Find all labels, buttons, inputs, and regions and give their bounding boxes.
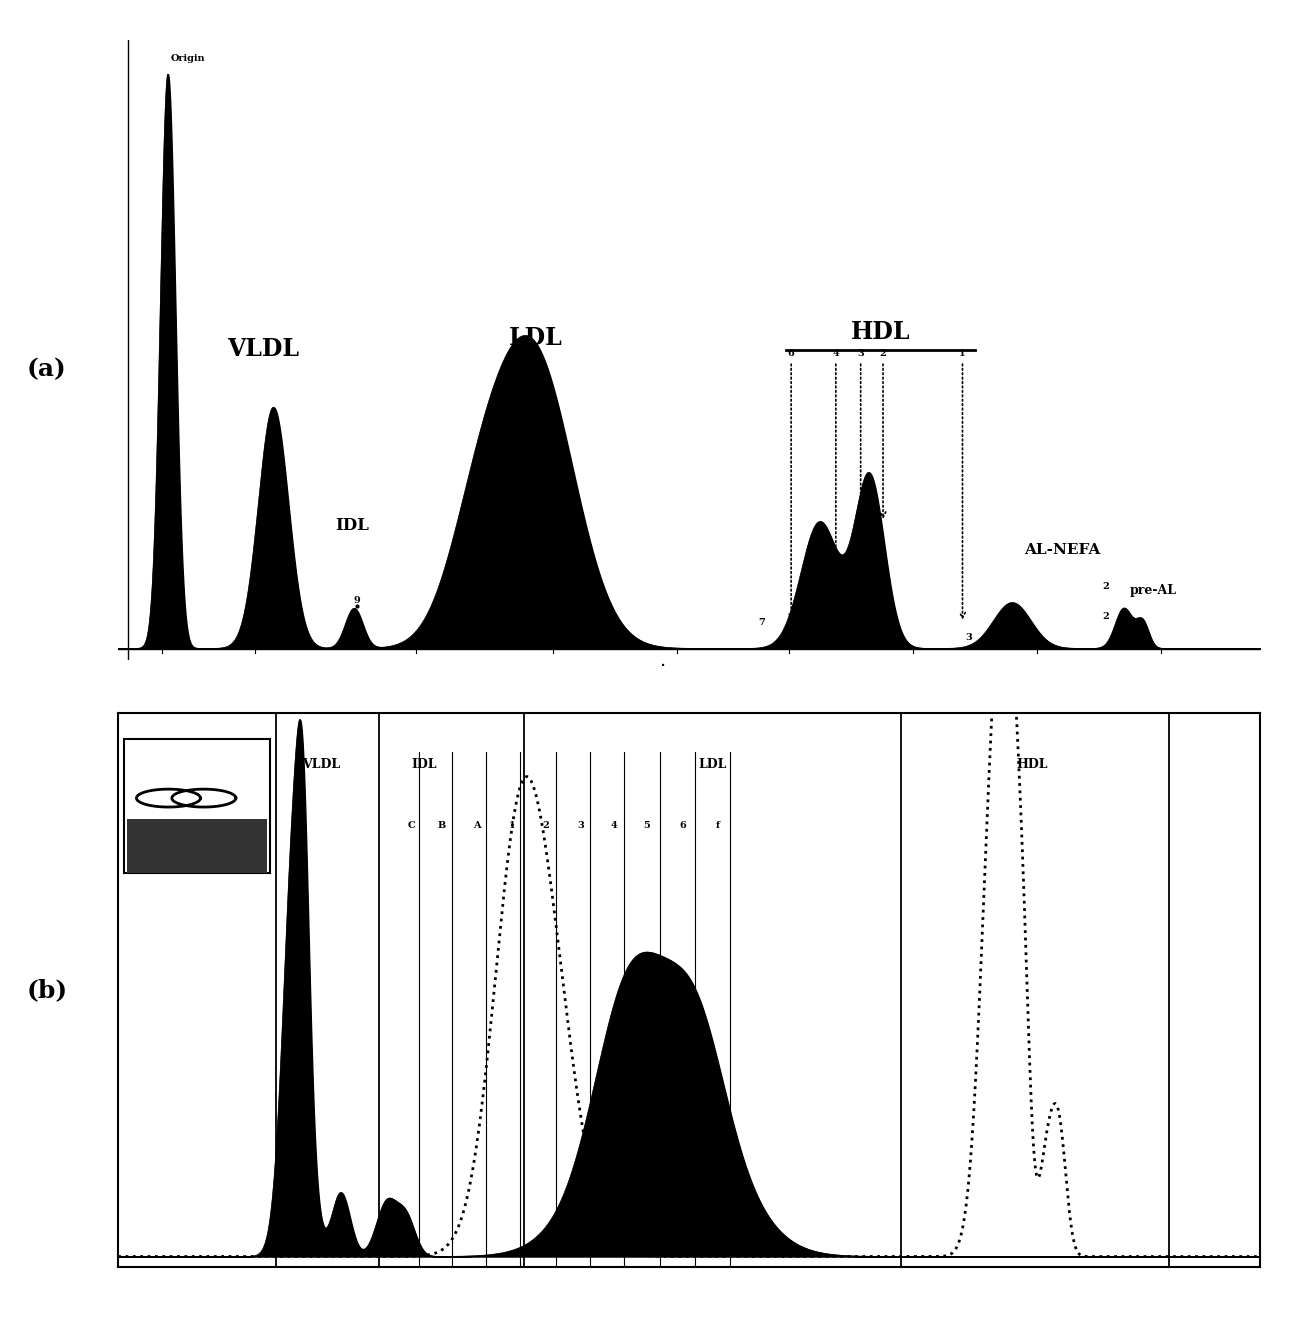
Text: 2: 2 [542, 821, 549, 830]
Text: 11: 11 [151, 632, 164, 642]
Text: 7: 7 [758, 618, 764, 627]
Text: f: f [716, 821, 720, 830]
Text: 6: 6 [679, 821, 685, 830]
Text: (b): (b) [26, 978, 67, 1002]
Text: (a): (a) [26, 358, 66, 381]
Text: 2: 2 [1102, 612, 1108, 620]
Text: VLDL: VLDL [302, 759, 340, 771]
Text: Origin: Origin [171, 54, 205, 62]
Text: LDL: LDL [509, 326, 563, 350]
Text: 3: 3 [965, 632, 972, 642]
Text: A: A [473, 821, 481, 830]
Text: 6: 6 [788, 350, 794, 359]
Text: HDL: HDL [1016, 759, 1048, 771]
Text: B: B [437, 821, 445, 830]
Text: 2: 2 [1102, 582, 1109, 591]
Text: 4: 4 [832, 350, 839, 359]
Text: 2: 2 [880, 350, 886, 359]
Text: 3: 3 [578, 821, 584, 830]
Bar [123, 739, 270, 873]
Text: C: C [408, 821, 416, 830]
Text: pre-AL: pre-AL [1130, 583, 1178, 597]
Text: IDL: IDL [335, 516, 369, 533]
Text: 1: 1 [509, 821, 516, 830]
Bar [127, 820, 267, 873]
Text: 3: 3 [857, 350, 864, 359]
Text: HDL: HDL [851, 319, 910, 345]
Text: ·: · [660, 657, 666, 676]
Text: 1: 1 [1145, 634, 1152, 643]
Text: VLDL: VLDL [227, 338, 299, 362]
Text: 5: 5 [643, 821, 650, 830]
Text: AL-NEFA: AL-NEFA [1024, 543, 1100, 557]
Text: LDL: LDL [699, 759, 726, 771]
Text: 9: 9 [353, 597, 360, 606]
Text: 1: 1 [960, 350, 966, 359]
Text: IDL: IDL [411, 759, 437, 771]
Text: 4: 4 [611, 821, 617, 830]
